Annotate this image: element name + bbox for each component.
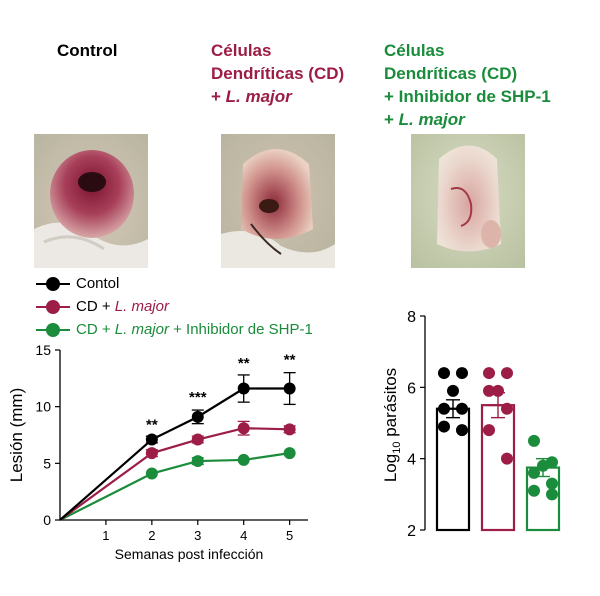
significance-label: ** (146, 416, 158, 433)
y-tick-label: 4 (407, 452, 416, 469)
data-point (483, 367, 495, 380)
data-point (237, 422, 250, 435)
significance-label: *** (189, 389, 207, 406)
legend-label: Contol (76, 272, 119, 295)
series-line (59, 452, 290, 521)
legend-marker-icon (36, 299, 70, 314)
legend-item: CD + L. major + Inhibidor de SHP-1 (36, 318, 313, 341)
photo-cd-lmajor-lesion (221, 134, 335, 268)
x-tick-label: 1 (102, 528, 109, 543)
photo-cd-shp1-lmajor-lesion (411, 134, 525, 268)
data-point (191, 455, 204, 468)
legend-label-part: L. major (114, 321, 169, 338)
legend-label-part: + Inhibidor de SHP-1 (168, 321, 313, 338)
y-axis-title-rest: parásitos (381, 368, 400, 442)
group-title-cd-lmajor: Células Dendríticas (CD) + L. major (211, 39, 344, 108)
group-title-prefix: + (211, 87, 226, 106)
data-point (546, 477, 558, 490)
parasite-bar-chart: 2 4 6 8 Log10 parásitos (381, 309, 561, 540)
legend-label-part: L. major (114, 298, 169, 315)
group-title-text: Control (57, 41, 118, 60)
y-axis-title-main: Log (381, 454, 400, 482)
y-tick-label: 5 (43, 455, 51, 471)
x-tick-label: 3 (194, 528, 201, 543)
significance-label: ** (238, 355, 250, 372)
legend-item: CD + L. major (36, 295, 313, 318)
series-line (59, 427, 290, 521)
group-title-line: + Inhibidor de SHP-1 (384, 85, 551, 108)
data-point (145, 433, 158, 446)
y-tick-label: 10 (35, 399, 51, 415)
group-title-text: L. major (225, 87, 292, 106)
legend-label: CD + L. major (76, 295, 169, 318)
group-title-line: + L. major (211, 85, 344, 108)
data-point (283, 382, 296, 395)
data-point (492, 384, 504, 397)
data-point (145, 467, 158, 480)
y-axis-title: Log10 parásitos (381, 368, 403, 482)
lesion-line-chart: 0 5 10 15 1 2 3 4 5 Semanas post infección Lesión … (7, 342, 308, 562)
photo-control-lesion (34, 134, 148, 268)
x-tick-label: 5 (286, 528, 293, 543)
y-tick-label: 15 (35, 342, 51, 358)
legend-label: CD + L. major + Inhibidor de SHP-1 (76, 318, 313, 341)
legend-marker-icon (36, 322, 70, 337)
group-title-control: Control (57, 39, 117, 62)
y-tick-label: 2 (407, 523, 416, 540)
data-point (501, 452, 513, 465)
group-title-prefix: + (384, 110, 399, 129)
x-axis-title: Semanas post infección (115, 546, 264, 562)
group-title-line: Células (384, 39, 551, 62)
data-point (237, 382, 250, 395)
data-point (191, 433, 204, 446)
y-axis-title-sub: 10 (391, 442, 403, 454)
group-title-cd-shp1-lmajor: Células Dendríticas (CD) + Inhibidor de SH… (384, 39, 551, 131)
group-title-line: Dendríticas (CD) (211, 62, 344, 85)
data-point (237, 453, 250, 466)
data-point (456, 367, 468, 380)
group-title-line: Control (57, 39, 117, 62)
data-point (483, 424, 495, 437)
legend-marker-icon (36, 276, 70, 291)
data-point (447, 384, 459, 397)
y-tick-label: 8 (407, 309, 416, 326)
group-title-text: Dendríticas (CD) (384, 64, 518, 83)
data-point (528, 434, 540, 447)
group-title-text: + Inhibidor de SHP-1 (384, 87, 551, 106)
legend-label-part: CD + (76, 321, 115, 338)
legend-label-part: CD + (76, 298, 115, 315)
data-point (483, 384, 495, 397)
group-title-text: Dendríticas (CD) (211, 64, 345, 83)
group-title-text: L. major (398, 110, 465, 129)
x-tick-label: 2 (148, 528, 155, 543)
data-point (456, 424, 468, 437)
data-point (438, 367, 450, 380)
y-tick-label: 6 (407, 380, 416, 397)
x-tick-label: 4 (240, 528, 247, 543)
group-title-text: Células (211, 41, 272, 60)
data-point (546, 488, 558, 501)
group-title-line: Células (211, 39, 344, 62)
group-title-line: + L. major (384, 108, 551, 131)
data-point (438, 420, 450, 433)
group-title-line: Dendríticas (CD) (384, 62, 551, 85)
y-tick-label: 0 (43, 512, 51, 528)
y-axis-title: Lesión (mm) (7, 388, 26, 482)
legend-item: Contol (36, 272, 313, 295)
legend-label-part: Contol (76, 275, 120, 292)
data-point (145, 447, 158, 460)
series-line (59, 387, 290, 521)
bar (480, 404, 516, 532)
data-point (528, 484, 540, 497)
data-point (191, 410, 204, 423)
data-point (283, 423, 296, 436)
data-point (283, 447, 296, 460)
significance-label: ** (284, 352, 296, 369)
group-title-text: Células (384, 41, 445, 60)
data-point (501, 367, 513, 380)
legend: Contol CD + L. major CD + L. major + Inhib… (36, 272, 313, 341)
